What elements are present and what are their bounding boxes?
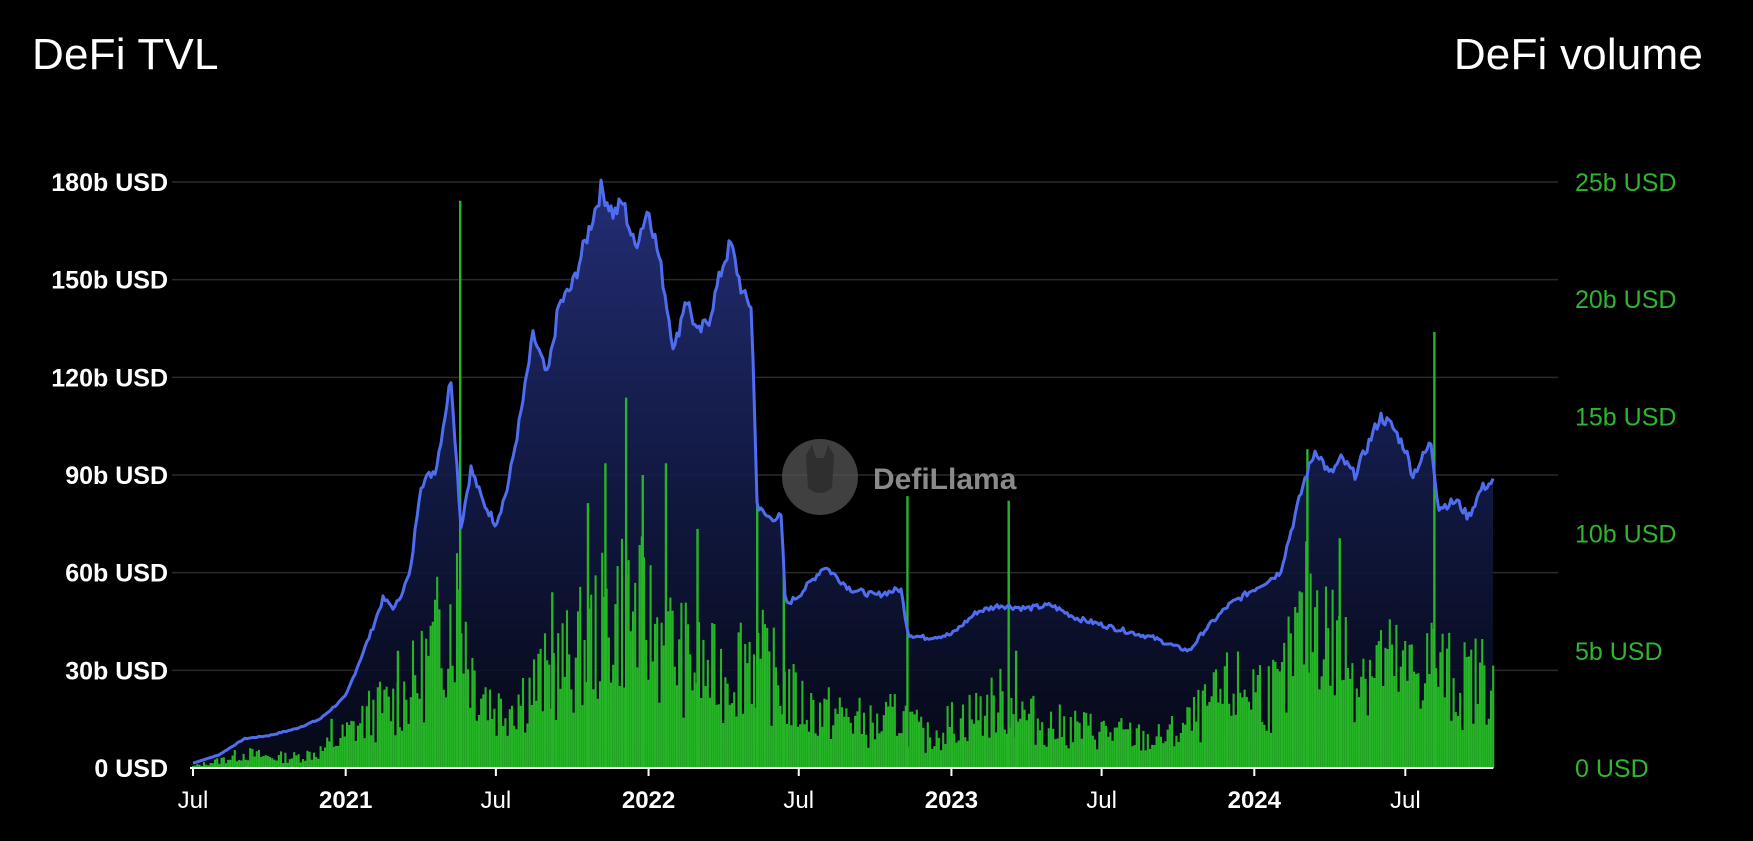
- chart-title-tvl: DeFi TVL: [32, 30, 219, 79]
- tvl-line-layer: [192, 178, 1495, 765]
- y-right-tick-label: 0 USD: [1575, 755, 1649, 783]
- y-left-tick-label: 150b USD: [51, 267, 168, 295]
- tvl-area-layer: [193, 180, 1493, 769]
- y-right-tick-label: 15b USD: [1575, 403, 1676, 431]
- y-left-tick-label: 90b USD: [65, 462, 168, 490]
- x-tick-label: Jul: [1390, 787, 1421, 814]
- y-right-tick-label: 5b USD: [1575, 638, 1663, 666]
- y-right-tick-label: 20b USD: [1575, 286, 1676, 314]
- x-tick-label: 2023: [925, 787, 978, 814]
- watermark-text: DefiLlama: [873, 463, 1017, 496]
- x-tick-label: Jul: [178, 787, 209, 814]
- tvl-area: [193, 180, 1493, 769]
- y-left-tick-label: 30b USD: [65, 657, 168, 685]
- chart-title-volume: DeFi volume: [1453, 30, 1703, 79]
- tvl-series-line: [192, 178, 1495, 765]
- y-right-tick-label: 25b USD: [1575, 169, 1676, 197]
- y-left-tick-label: 60b USD: [65, 560, 168, 588]
- x-tick-label: Jul: [783, 787, 814, 814]
- x-tick-label: Jul: [481, 787, 512, 814]
- volume-bars-layer: [191, 200, 1495, 768]
- axes-layer: 0 USD 30b USD 60b USD 90b USD 120b USD 150b U…: [51, 169, 1676, 814]
- x-tick-label: 2021: [319, 787, 372, 814]
- llama-head-shape: [806, 445, 834, 493]
- y-left-tick-label: 0 USD: [94, 755, 168, 783]
- x-tick-label: 2022: [622, 787, 675, 814]
- y-left-tick-label: 120b USD: [51, 364, 168, 392]
- y-right-tick-label: 10b USD: [1575, 521, 1676, 549]
- x-tick-label: 2024: [1228, 787, 1282, 814]
- x-tick-label: Jul: [1086, 787, 1117, 814]
- y-left-tick-label: 180b USD: [51, 169, 168, 197]
- defillama-watermark: DefiLlama: [782, 439, 1017, 515]
